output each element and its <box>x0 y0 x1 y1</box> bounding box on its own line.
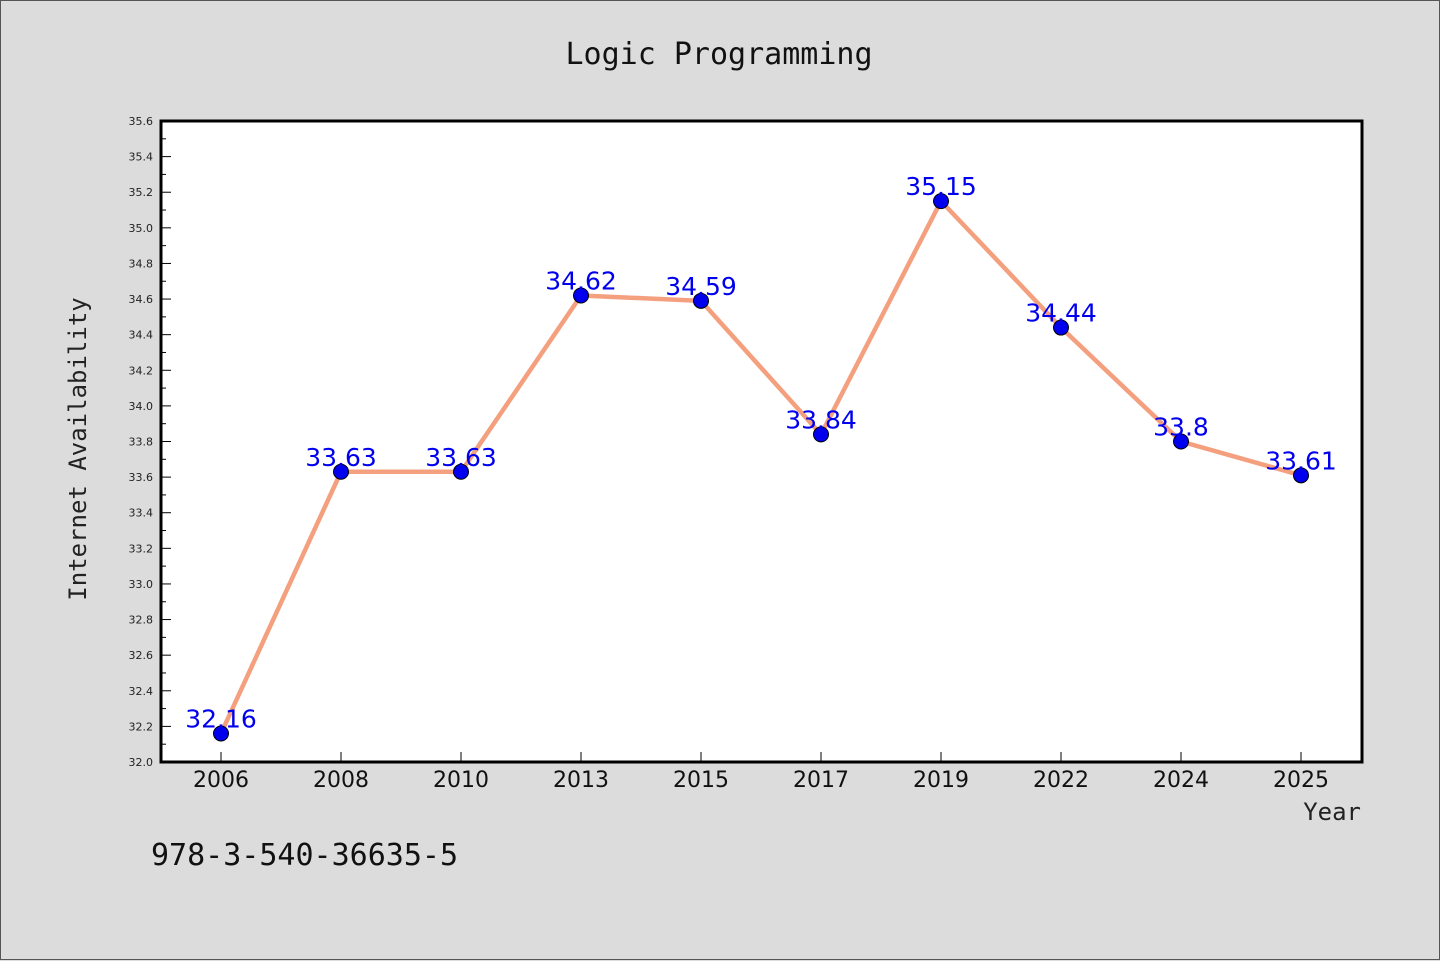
data-point <box>573 287 589 304</box>
x-axis-label: Year <box>1303 798 1361 826</box>
series-line <box>218 198 1302 735</box>
data-label: 33.63 <box>425 443 497 472</box>
x-tick-label: 2019 <box>913 768 969 793</box>
y-tick-label: 33.0 <box>129 578 154 591</box>
data-point <box>1293 467 1309 484</box>
y-tick-label: 35.4 <box>129 151 154 164</box>
x-tick-label: 2015 <box>673 768 729 793</box>
x-tick-label: 2017 <box>793 768 849 793</box>
y-tick-label: 33.2 <box>129 542 154 555</box>
y-axis-label: Internet Availability <box>64 297 92 600</box>
y-tick-label: 35.6 <box>129 115 154 128</box>
plot-area <box>161 121 1362 762</box>
y-tick-label: 33.4 <box>129 507 154 520</box>
data-point <box>933 193 949 210</box>
data-point <box>813 426 829 443</box>
y-tick-label: 32.2 <box>129 720 154 733</box>
x-tick-label: 2022 <box>1033 768 1089 793</box>
x-axis-ticks: 2006 2008 2010 2013 2015 2017 2019 2022 2024 2025 <box>193 752 1329 793</box>
series-layer <box>213 193 1309 742</box>
x-tick-label: 2025 <box>1273 768 1329 793</box>
data-labels: 32.16 33.63 33.63 34.62 34.59 33.84 35.15 34.44… <box>185 172 1337 733</box>
data-point <box>693 292 709 309</box>
data-label: 34.62 <box>545 266 617 295</box>
x-tick-label: 2006 <box>193 768 249 793</box>
plot-border <box>159 119 1364 764</box>
y-tick-label: 32.6 <box>129 649 154 662</box>
y-tick-label: 34.0 <box>129 400 154 413</box>
y-tick-label: 34.2 <box>129 364 154 377</box>
x-tick-label: 2013 <box>553 768 609 793</box>
y-tick-label: 35.0 <box>129 222 154 235</box>
y-tick-label: 32.4 <box>129 685 154 698</box>
data-label: 33.8 <box>1153 413 1209 442</box>
data-label: 34.44 <box>1025 299 1097 328</box>
data-label: 33.84 <box>785 405 857 434</box>
data-point <box>213 725 229 742</box>
data-point <box>1053 319 1069 336</box>
data-label: 33.61 <box>1265 446 1337 475</box>
y-tick-label: 33.8 <box>129 436 154 449</box>
data-label: 34.59 <box>665 272 737 301</box>
data-label: 33.63 <box>305 443 377 472</box>
x-tick-label: 2008 <box>313 768 369 793</box>
y-tick-label: 35.2 <box>129 186 154 199</box>
y-tick-label: 34.6 <box>129 293 154 306</box>
x-tick-label: 2024 <box>1153 768 1209 793</box>
y-tick-label: 34.8 <box>129 257 154 270</box>
data-point <box>333 463 349 480</box>
data-label: 32.16 <box>185 705 257 734</box>
isbn-text: 978-3-540-36635-5 <box>151 838 458 873</box>
chart-title: Logic Programming <box>565 37 872 72</box>
data-point <box>1173 433 1189 450</box>
data-label: 35.15 <box>905 172 977 201</box>
y-tick-label: 32.0 <box>129 756 154 769</box>
y-tick-label: 34.4 <box>129 329 154 342</box>
y-axis-ticks: 32.0 32.2 32.4 32.6 32.8 33.0 33.2 33.4 33.6 33.8… <box>129 115 171 769</box>
data-point <box>453 463 469 480</box>
x-tick-label: 2010 <box>433 768 489 793</box>
y-tick-label: 33.6 <box>129 471 154 484</box>
y-tick-label: 32.8 <box>129 614 154 627</box>
